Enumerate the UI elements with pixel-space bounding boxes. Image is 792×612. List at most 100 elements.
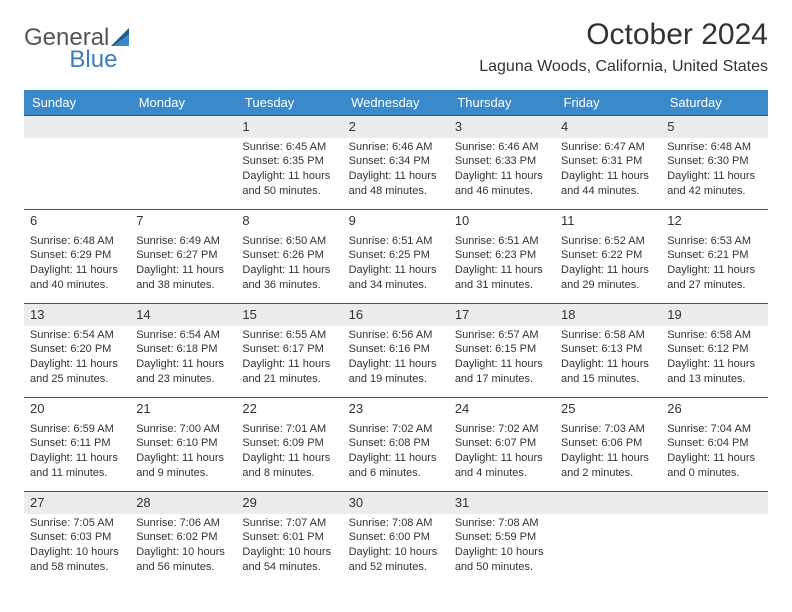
day-number: 13 [24, 303, 130, 326]
calendar-cell [555, 491, 661, 585]
daylight-text: Daylight: 11 hours and 40 minutes. [30, 263, 124, 293]
sunrise-text: Sunrise: 7:08 AM [455, 516, 549, 531]
daylight-text: Daylight: 11 hours and 31 minutes. [455, 263, 549, 293]
sunrise-text: Sunrise: 6:51 AM [455, 234, 549, 249]
daylight-text: Daylight: 11 hours and 46 minutes. [455, 169, 549, 199]
day-number: 5 [661, 115, 767, 138]
sunrise-text: Sunrise: 6:46 AM [349, 140, 443, 155]
daylight-text: Daylight: 10 hours and 58 minutes. [30, 545, 124, 575]
daylight-text: Daylight: 11 hours and 9 minutes. [136, 451, 230, 481]
calendar-cell [24, 115, 130, 209]
calendar-header-row: SundayMondayTuesdayWednesdayThursdayFrid… [24, 90, 768, 115]
daylight-text: Daylight: 11 hours and 44 minutes. [561, 169, 655, 199]
day-header-thursday: Thursday [449, 90, 555, 115]
day-number: 9 [343, 209, 449, 232]
calendar-cell: 19Sunrise: 6:58 AMSunset: 6:12 PMDayligh… [661, 303, 767, 397]
sunrise-text: Sunrise: 6:47 AM [561, 140, 655, 155]
day-number: 20 [24, 397, 130, 420]
sunrise-text: Sunrise: 6:49 AM [136, 234, 230, 249]
sunrise-text: Sunrise: 6:58 AM [667, 328, 761, 343]
day-number: 3 [449, 115, 555, 138]
brand-word-blue: Blue [69, 48, 117, 72]
daylight-text: Daylight: 11 hours and 2 minutes. [561, 451, 655, 481]
calendar-cell: 4Sunrise: 6:47 AMSunset: 6:31 PMDaylight… [555, 115, 661, 209]
calendar-cell: 23Sunrise: 7:02 AMSunset: 6:08 PMDayligh… [343, 397, 449, 491]
calendar-cell: 21Sunrise: 7:00 AMSunset: 6:10 PMDayligh… [130, 397, 236, 491]
sunrise-text: Sunrise: 7:02 AM [455, 422, 549, 437]
day-header-friday: Friday [555, 90, 661, 115]
day-number: 23 [343, 397, 449, 420]
calendar-cell: 8Sunrise: 6:50 AMSunset: 6:26 PMDaylight… [236, 209, 342, 303]
day-number [555, 491, 661, 514]
sunset-text: Sunset: 6:11 PM [30, 436, 124, 451]
daylight-text: Daylight: 11 hours and 8 minutes. [242, 451, 336, 481]
sunset-text: Sunset: 6:20 PM [30, 342, 124, 357]
brand-logo: General Blue [24, 18, 181, 53]
day-number: 16 [343, 303, 449, 326]
sunrise-text: Sunrise: 6:59 AM [30, 422, 124, 437]
day-number: 19 [661, 303, 767, 326]
day-number: 14 [130, 303, 236, 326]
day-number: 6 [24, 209, 130, 232]
sunset-text: Sunset: 6:35 PM [242, 154, 336, 169]
day-number [661, 491, 767, 514]
day-header-saturday: Saturday [661, 90, 767, 115]
calendar-cell: 18Sunrise: 6:58 AMSunset: 6:13 PMDayligh… [555, 303, 661, 397]
sunrise-text: Sunrise: 6:58 AM [561, 328, 655, 343]
calendar-cell: 9Sunrise: 6:51 AMSunset: 6:25 PMDaylight… [343, 209, 449, 303]
sunset-text: Sunset: 6:07 PM [455, 436, 549, 451]
calendar-cell: 28Sunrise: 7:06 AMSunset: 6:02 PMDayligh… [130, 491, 236, 585]
daylight-text: Daylight: 10 hours and 56 minutes. [136, 545, 230, 575]
day-number: 12 [661, 209, 767, 232]
sunset-text: Sunset: 6:08 PM [349, 436, 443, 451]
sunset-text: Sunset: 6:13 PM [561, 342, 655, 357]
calendar-cell: 14 Sunrise: 6:54 AMSunset: 6:18 PMDayligh… [130, 303, 236, 397]
sunset-text: Sunset: 6:17 PM [242, 342, 336, 357]
sunrise-text: Sunrise: 7:00 AM [136, 422, 230, 437]
sunrise-text: Sunrise: 6:54 AM [136, 328, 230, 343]
calendar-cell: 11Sunrise: 6:52 AMSunset: 6:22 PMDayligh… [555, 209, 661, 303]
sunset-text: Sunset: 5:59 PM [455, 530, 549, 545]
sunset-text: Sunset: 6:34 PM [349, 154, 443, 169]
calendar-cell: 6Sunrise: 6:48 AMSunset: 6:29 PMDaylight… [24, 209, 130, 303]
calendar-cell: 13 Sunrise: 6:54 AMSunset: 6:20 PMDayligh… [24, 303, 130, 397]
calendar-cell: 30Sunrise: 7:08 AMSunset: 6:00 PMDayligh… [343, 491, 449, 585]
day-number: 2 [343, 115, 449, 138]
calendar-cell: 20Sunrise: 6:59 AMSunset: 6:11 PMDayligh… [24, 397, 130, 491]
sunrise-text: Sunrise: 7:05 AM [30, 516, 124, 531]
sunrise-text: Sunrise: 6:54 AM [30, 328, 124, 343]
daylight-text: Daylight: 11 hours and 13 minutes. [667, 357, 761, 387]
daylight-text: Daylight: 11 hours and 50 minutes. [242, 169, 336, 199]
calendar-cell: 17Sunrise: 6:57 AMSunset: 6:15 PMDayligh… [449, 303, 555, 397]
daylight-text: Daylight: 11 hours and 25 minutes. [30, 357, 124, 387]
daylight-text: Daylight: 10 hours and 54 minutes. [242, 545, 336, 575]
month-title: October 2024 [479, 18, 768, 52]
calendar-cell: 12Sunrise: 6:53 AMSunset: 6:21 PMDayligh… [661, 209, 767, 303]
daylight-text: Daylight: 11 hours and 19 minutes. [349, 357, 443, 387]
sunset-text: Sunset: 6:04 PM [667, 436, 761, 451]
calendar-week-row: 1Sunrise: 6:45 AMSunset: 6:35 PMDaylight… [24, 115, 768, 209]
sunset-text: Sunset: 6:18 PM [136, 342, 230, 357]
daylight-text: Daylight: 10 hours and 50 minutes. [455, 545, 549, 575]
day-header-sunday: Sunday [24, 90, 130, 115]
sunset-text: Sunset: 6:09 PM [242, 436, 336, 451]
calendar-cell: 27Sunrise: 7:05 AMSunset: 6:03 PMDayligh… [24, 491, 130, 585]
calendar-cell: 16Sunrise: 6:56 AMSunset: 6:16 PMDayligh… [343, 303, 449, 397]
sunset-text: Sunset: 6:03 PM [30, 530, 124, 545]
day-number [130, 115, 236, 138]
sunset-text: Sunset: 6:31 PM [561, 154, 655, 169]
day-number: 30 [343, 491, 449, 514]
daylight-text: Daylight: 11 hours and 23 minutes. [136, 357, 230, 387]
calendar-cell: 10Sunrise: 6:51 AMSunset: 6:23 PMDayligh… [449, 209, 555, 303]
day-number: 22 [236, 397, 342, 420]
sunrise-text: Sunrise: 6:56 AM [349, 328, 443, 343]
day-number: 28 [130, 491, 236, 514]
calendar-cell: 22Sunrise: 7:01 AMSunset: 6:09 PMDayligh… [236, 397, 342, 491]
day-number: 21 [130, 397, 236, 420]
calendar-cell: 26Sunrise: 7:04 AMSunset: 6:04 PMDayligh… [661, 397, 767, 491]
sunset-text: Sunset: 6:30 PM [667, 154, 761, 169]
sunrise-text: Sunrise: 6:48 AM [667, 140, 761, 155]
sunset-text: Sunset: 6:22 PM [561, 248, 655, 263]
calendar-cell [661, 491, 767, 585]
day-number: 15 [236, 303, 342, 326]
